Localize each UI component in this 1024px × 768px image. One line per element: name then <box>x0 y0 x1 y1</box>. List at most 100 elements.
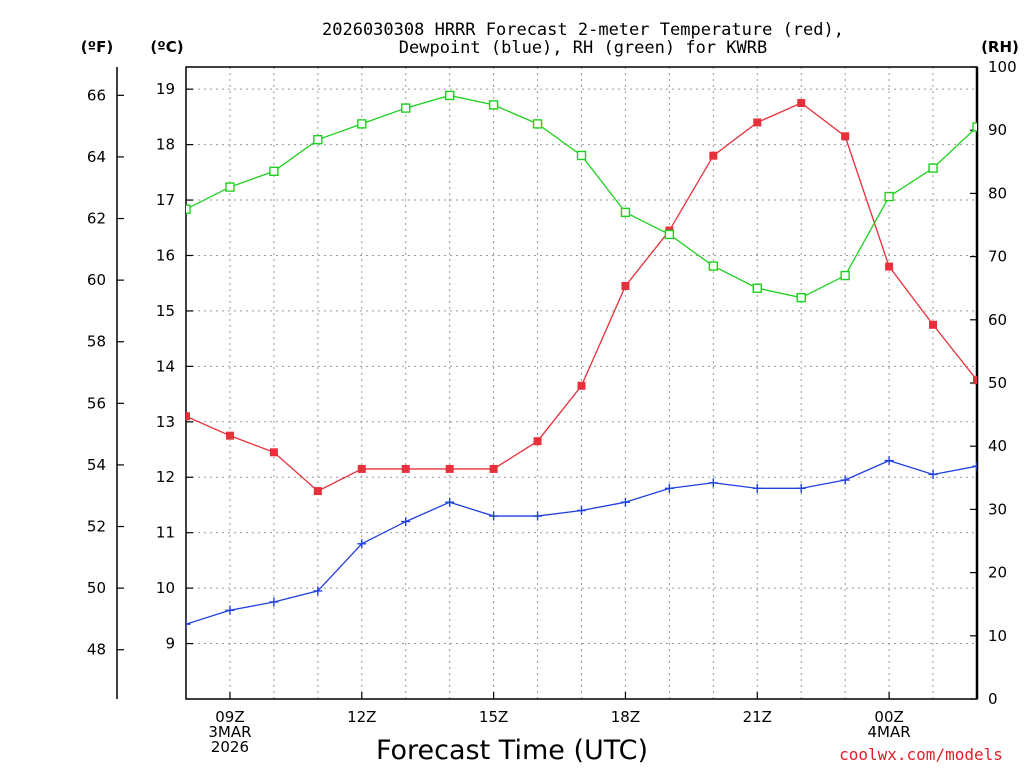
celsius-tick-label: 11 <box>156 524 175 542</box>
celsius-tick-label: 19 <box>156 80 175 98</box>
celsius-unit-label: (ºC) <box>150 38 183 56</box>
fahrenheit-tick-label: 48 <box>87 641 106 659</box>
dewpoint-point <box>840 475 850 485</box>
x-tick-label: 18Z <box>611 708 640 726</box>
dewpoint-point <box>928 469 938 479</box>
rh-unit-label: (RH) <box>981 38 1019 56</box>
rh-point <box>444 90 455 101</box>
rh-point <box>972 122 977 132</box>
chart-series <box>186 90 977 629</box>
x-tick-label: 3MAR <box>208 723 251 741</box>
rh-tick-label: 10 <box>988 627 1007 645</box>
rh-point <box>532 119 543 129</box>
celsius-tick-label: 17 <box>156 191 175 209</box>
rh-point <box>620 207 631 218</box>
rh-point <box>796 292 806 303</box>
chart-title-line-1: 2026030308 HRRR Forecast 2-meter Tempera… <box>322 20 844 40</box>
rh-tick-label: 30 <box>988 500 1007 518</box>
celsius-tick-label: 10 <box>156 579 175 597</box>
x-tick-label: 21Z <box>743 708 772 726</box>
dewpoint-point <box>620 497 630 507</box>
dewpoint-point <box>664 483 674 493</box>
dewpoint-point <box>796 483 806 493</box>
celsius-tick-label: 16 <box>156 246 175 264</box>
rh-point <box>752 283 762 293</box>
dewpoint-point <box>225 605 235 615</box>
fahrenheit-tick-label: 60 <box>87 271 106 289</box>
x-tick-label: 00Z <box>874 708 903 726</box>
rh-tick-label: 0 <box>988 690 998 708</box>
dewpoint-point <box>186 619 191 629</box>
rh-point <box>576 150 587 161</box>
x-tick-label: 4MAR <box>868 723 911 741</box>
dewpoint-point <box>357 539 367 549</box>
dewpoint-point <box>884 456 894 466</box>
x-axis-label: Forecast Time (UTC) <box>376 735 648 766</box>
dewpoint-point <box>752 483 762 493</box>
dewpoint-point <box>313 586 323 596</box>
rh-line <box>186 94 977 299</box>
celsius-tick-label: 15 <box>156 302 175 320</box>
rh-point <box>269 166 279 176</box>
celsius-tick-label: 13 <box>156 413 175 431</box>
rh-tick-label: 50 <box>988 374 1007 392</box>
fahrenheit-tick-label: 66 <box>87 86 106 104</box>
rh-tick-label: 90 <box>988 121 1007 139</box>
dewpoint-series-group <box>186 456 977 629</box>
temperature-point <box>225 431 234 440</box>
fahrenheit-tick-label: 64 <box>87 148 106 166</box>
rh-tick-label: 100 <box>988 58 1017 76</box>
celsius-tick-label: 9 <box>165 635 175 653</box>
temperature-point <box>709 151 718 160</box>
temperature-point <box>577 381 586 390</box>
dewpoint-point <box>489 511 499 521</box>
chart-title-line-2: Dewpoint (blue), RH (green) for KWRB <box>399 38 767 58</box>
dewpoint-point <box>401 517 411 527</box>
dewpoint-point <box>533 511 543 521</box>
rh-point <box>313 134 323 145</box>
temperature-point <box>753 118 762 127</box>
temperature-point <box>186 412 190 421</box>
rh-point <box>928 163 938 173</box>
fahrenheit-tick-label: 62 <box>87 210 106 228</box>
temperature-point <box>533 437 542 446</box>
temperature-point <box>929 320 938 329</box>
dewpoint-point <box>708 478 718 488</box>
rh-tick-label: 20 <box>988 564 1007 582</box>
rh-point <box>401 103 411 113</box>
dewpoint-point <box>445 497 455 507</box>
rh-tick-label: 60 <box>988 311 1007 329</box>
temperature-point <box>621 281 630 290</box>
fahrenheit-tick-label: 58 <box>87 333 106 351</box>
temperature-point <box>885 262 894 271</box>
temperature-point <box>841 132 850 141</box>
rh-tick-label: 70 <box>988 248 1007 266</box>
dewpoint-point <box>972 461 977 471</box>
fahrenheit-tick-label: 56 <box>87 394 106 412</box>
dewpoint-point <box>269 597 279 607</box>
x-tick-label: 09Z <box>215 708 244 726</box>
rh-point <box>225 182 235 192</box>
celsius-tick-label: 12 <box>156 468 175 486</box>
temperature-series-group <box>186 99 977 496</box>
rh-point <box>488 100 499 110</box>
credit-text: coolwx.com/models <box>839 745 1003 764</box>
temperature-point <box>357 464 366 473</box>
x-tick-label: 12Z <box>347 708 376 726</box>
rh-tick-label: 40 <box>988 437 1007 455</box>
temperature-point <box>313 487 322 496</box>
celsius-tick-label: 18 <box>156 136 175 154</box>
temperature-point <box>269 448 278 457</box>
x-tick-label: 2026 <box>211 738 249 756</box>
chart-axes: 9 10 11 12 13 14 15 16 17 18 19 48 50 52 54 56 58 60 62 64 6… <box>87 58 1017 756</box>
fahrenheit-tick-label: 50 <box>87 579 106 597</box>
fahrenheit-tick-label: 54 <box>87 456 106 474</box>
rh-point <box>664 229 675 240</box>
temperature-point <box>973 376 977 385</box>
temperature-line <box>186 102 977 492</box>
rh-point <box>840 270 850 281</box>
rh-series-group <box>186 90 977 303</box>
rh-tick-label: 80 <box>988 184 1007 202</box>
rh-point <box>186 204 191 214</box>
